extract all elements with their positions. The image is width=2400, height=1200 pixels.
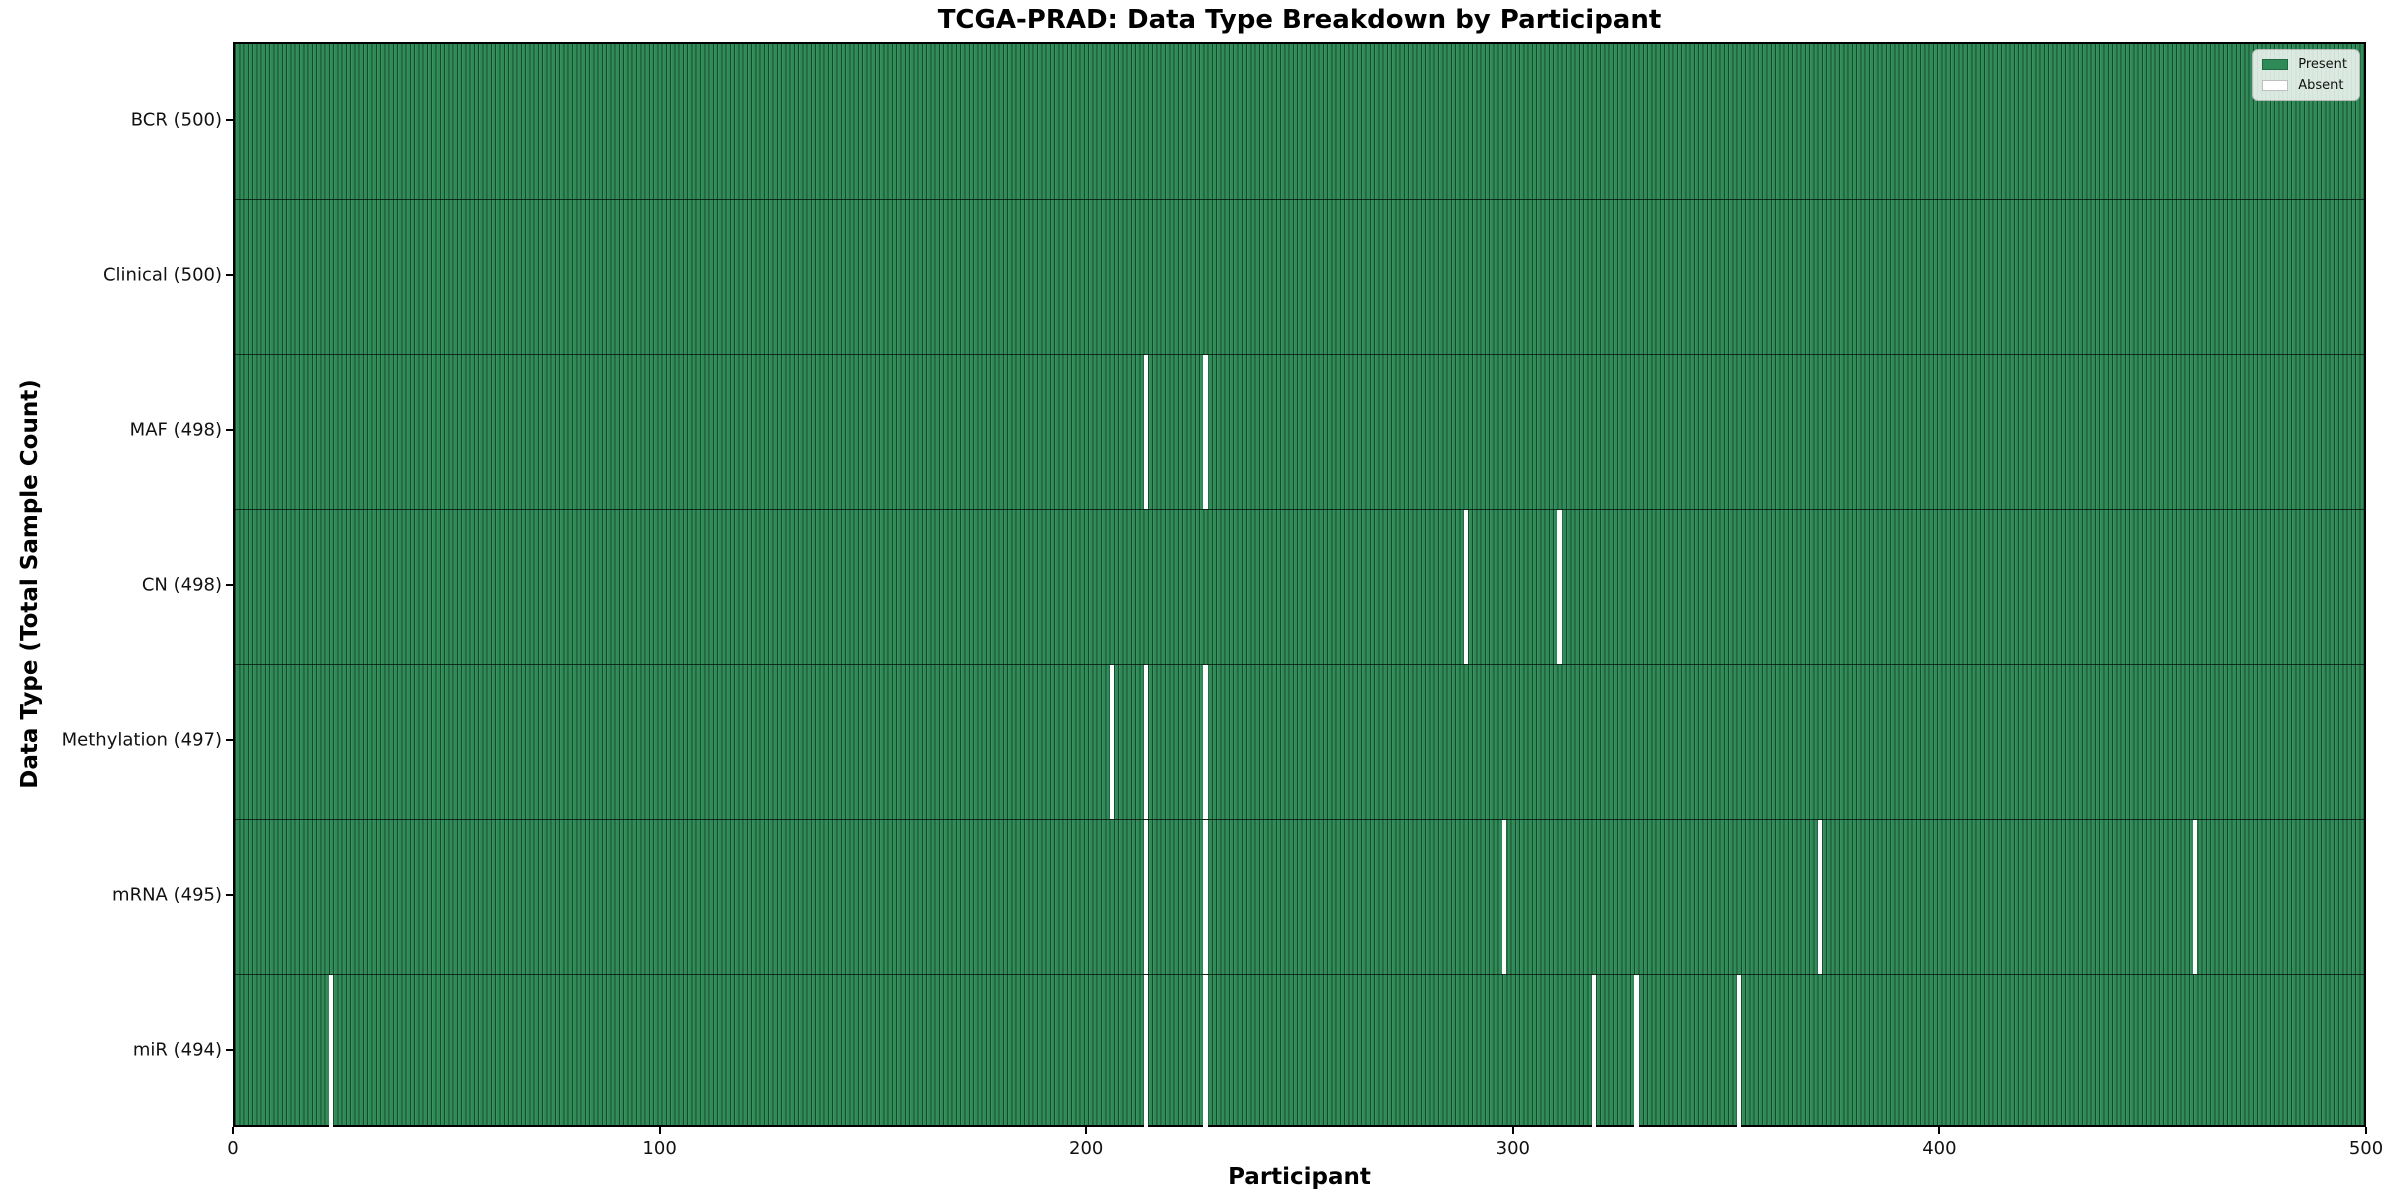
y-tick-label-cn: CN (498) [141, 574, 222, 595]
absent-gap [1143, 355, 1149, 509]
legend: Present Absent [2252, 49, 2360, 101]
row-cn [235, 509, 2364, 664]
plot-area: Present Absent [233, 42, 2366, 1129]
x-tick [1938, 1127, 1941, 1134]
absent-gap [1736, 975, 1742, 1129]
absent-gap [1817, 820, 1823, 974]
x-tick-label: 0 [227, 1138, 239, 1159]
row-methylation [235, 664, 2364, 819]
x-tick-label: 100 [642, 1138, 677, 1159]
x-tick-label: 500 [2348, 1138, 2384, 1159]
row-bcr [235, 44, 2364, 199]
absent-gap [1203, 665, 1208, 819]
y-tick [226, 1048, 233, 1051]
x-tick-label: 200 [1069, 1138, 1104, 1159]
y-tick [226, 738, 233, 741]
row-mir [235, 974, 2364, 1129]
absent-gap [1143, 820, 1149, 974]
x-tick-label: 300 [1495, 1138, 1530, 1159]
legend-absent-label: Absent [2298, 78, 2344, 93]
row-clinical [235, 199, 2364, 354]
absent-gap [1463, 510, 1468, 664]
legend-item-absent: Absent [2262, 78, 2347, 93]
y-tick-label-mrna: mRNA (495) [112, 884, 222, 905]
chart-title: TCGA-PRAD: Data Type Breakdown by Partic… [937, 5, 1662, 35]
row-mrna [235, 819, 2364, 974]
y-tick-label-mir: miR (494) [132, 1039, 222, 1060]
absent-gap [1557, 510, 1562, 664]
y-tick [226, 118, 233, 121]
y-tick [226, 583, 233, 586]
absent-gap [1203, 355, 1208, 509]
y-tick-label-bcr: BCR (500) [130, 109, 222, 130]
legend-present-swatch-icon [2262, 59, 2289, 70]
absent-gap [1203, 975, 1208, 1129]
x-tick [2365, 1127, 2367, 1134]
x-tick [232, 1127, 234, 1134]
absent-gap [2193, 820, 2198, 974]
row-maf [235, 354, 2364, 509]
absent-gap [1143, 665, 1149, 819]
legend-present-label: Present [2298, 57, 2347, 72]
y-tick-label-methylation: Methylation (497) [61, 729, 222, 750]
y-tick [226, 428, 233, 431]
absent-gap [1591, 975, 1596, 1129]
absent-gap [1203, 820, 1208, 974]
y-tick [226, 273, 233, 276]
y-tick [226, 893, 233, 896]
x-tick [658, 1127, 661, 1134]
legend-item-present: Present [2262, 57, 2347, 72]
absent-gap [1143, 975, 1149, 1129]
y-tick-label-maf: MAF (498) [129, 419, 222, 440]
absent-gap [1109, 665, 1114, 819]
x-axis-label: Participant [1228, 1164, 1371, 1190]
x-tick [1085, 1127, 1088, 1134]
y-tick-label-clinical: Clinical (500) [102, 264, 222, 285]
absent-gap [1502, 820, 1507, 974]
x-tick [1511, 1127, 1514, 1134]
x-tick-label: 400 [1922, 1138, 1957, 1159]
absent-gap [1634, 975, 1639, 1129]
legend-absent-swatch-icon [2262, 80, 2289, 91]
absent-gap [328, 975, 334, 1129]
